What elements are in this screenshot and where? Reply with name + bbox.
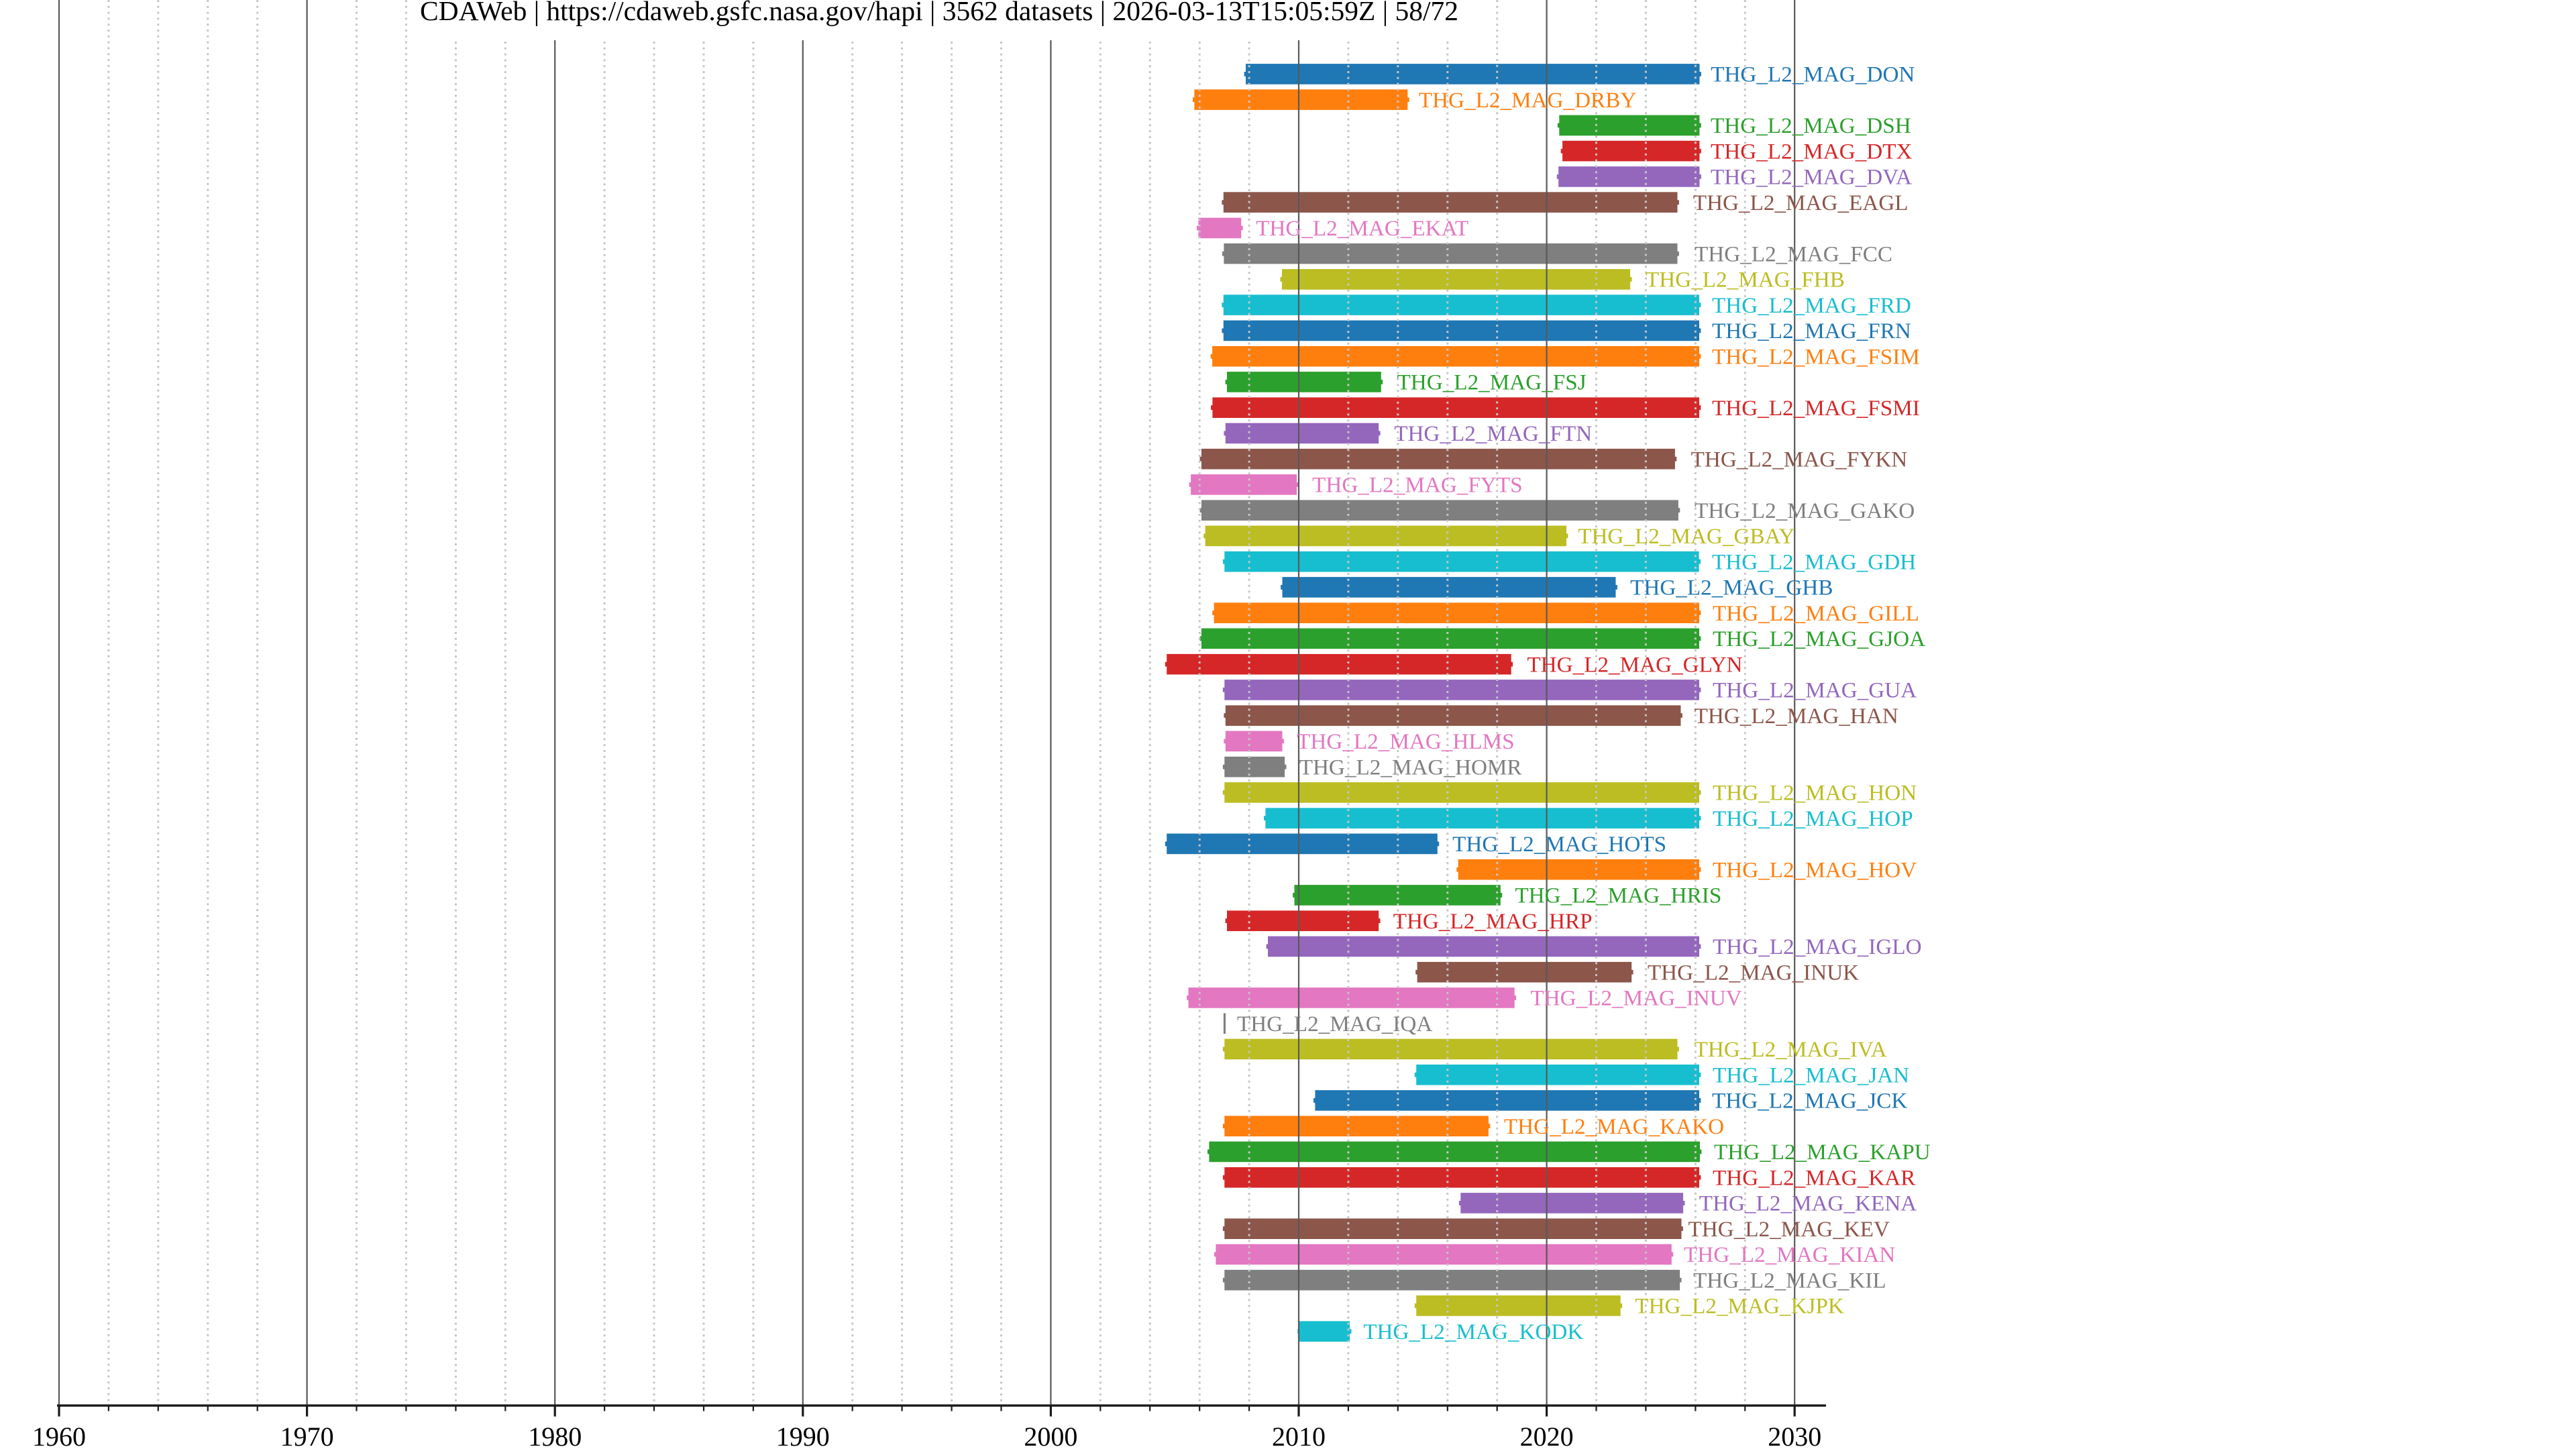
svg-text:THG_L2_MAG_KODK: THG_L2_MAG_KODK xyxy=(1363,1320,1583,1344)
svg-text:THG_L2_MAG_KEV: THG_L2_MAG_KEV xyxy=(1688,1217,1890,1242)
svg-text:THG_L2_MAG_HLMS: THG_L2_MAG_HLMS xyxy=(1297,729,1515,754)
svg-text:THG_L2_MAG_EKAT: THG_L2_MAG_EKAT xyxy=(1256,216,1468,241)
svg-text:THG_L2_MAG_EAGL: THG_L2_MAG_EAGL xyxy=(1693,191,1909,215)
svg-text:THG_L2_MAG_FTN: THG_L2_MAG_FTN xyxy=(1394,421,1592,446)
svg-text:THG_L2_MAG_GBAY: THG_L2_MAG_GBAY xyxy=(1578,524,1794,549)
svg-text:THG_L2_MAG_FRN: THG_L2_MAG_FRN xyxy=(1712,319,1911,343)
svg-text:THG_L2_MAG_FYTS: THG_L2_MAG_FYTS xyxy=(1312,473,1522,498)
svg-text:THG_L2_MAG_GILL: THG_L2_MAG_GILL xyxy=(1713,601,1919,626)
svg-text:1990: 1990 xyxy=(776,1421,830,1449)
svg-text:THG_L2_MAG_DSH: THG_L2_MAG_DSH xyxy=(1711,113,1911,138)
svg-text:THG_L2_MAG_FRD: THG_L2_MAG_FRD xyxy=(1712,293,1911,318)
svg-text:THG_L2_MAG_DRBY: THG_L2_MAG_DRBY xyxy=(1419,88,1637,113)
svg-text:THG_L2_MAG_GHB: THG_L2_MAG_GHB xyxy=(1630,576,1833,600)
svg-text:THG_L2_MAG_DON: THG_L2_MAG_DON xyxy=(1711,62,1915,87)
svg-text:THG_L2_MAG_HAN: THG_L2_MAG_HAN xyxy=(1695,704,1898,729)
svg-text:THG_L2_MAG_HOP: THG_L2_MAG_HOP xyxy=(1713,806,1913,831)
svg-text:THG_L2_MAG_GUA: THG_L2_MAG_GUA xyxy=(1713,678,1917,703)
svg-text:THG_L2_MAG_KAR: THG_L2_MAG_KAR xyxy=(1713,1166,1916,1191)
svg-text:THG_L2_MAG_FSJ: THG_L2_MAG_FSJ xyxy=(1397,370,1587,395)
svg-text:THG_L2_MAG_KENA: THG_L2_MAG_KENA xyxy=(1699,1191,1917,1216)
svg-text:THG_L2_MAG_KJPK: THG_L2_MAG_KJPK xyxy=(1635,1294,1844,1319)
svg-text:THG_L2_MAG_JAN: THG_L2_MAG_JAN xyxy=(1713,1063,1909,1088)
svg-text:THG_L2_MAG_JCK: THG_L2_MAG_JCK xyxy=(1712,1089,1907,1114)
svg-text:THG_L2_MAG_DTX: THG_L2_MAG_DTX xyxy=(1711,140,1913,164)
svg-text:2030: 2030 xyxy=(1768,1421,1821,1449)
svg-text:2020: 2020 xyxy=(1520,1421,1574,1449)
svg-text:THG_L2_MAG_HOMR: THG_L2_MAG_HOMR xyxy=(1299,755,1523,780)
svg-text:THG_L2_MAG_FHB: THG_L2_MAG_FHB xyxy=(1646,268,1845,292)
svg-text:2010: 2010 xyxy=(1272,1421,1326,1449)
svg-text:THG_L2_MAG_FSMI: THG_L2_MAG_FSMI xyxy=(1712,396,1920,421)
svg-text:THG_L2_MAG_INUK: THG_L2_MAG_INUK xyxy=(1648,961,1859,985)
svg-text:THG_L2_MAG_KIL: THG_L2_MAG_KIL xyxy=(1693,1269,1886,1293)
svg-text:THG_L2_MAG_GLYN: THG_L2_MAG_GLYN xyxy=(1527,652,1742,677)
svg-text:THG_L2_MAG_HRIS: THG_L2_MAG_HRIS xyxy=(1515,883,1721,908)
svg-text:THG_L2_MAG_GAKO: THG_L2_MAG_GAKO xyxy=(1695,498,1915,523)
svg-text:THG_L2_MAG_FCC: THG_L2_MAG_FCC xyxy=(1695,241,1892,266)
svg-text:THG_L2_MAG_FSIM: THG_L2_MAG_FSIM xyxy=(1712,344,1920,369)
svg-text:THG_L2_MAG_HOV: THG_L2_MAG_HOV xyxy=(1713,858,1917,883)
svg-text:THG_L2_MAG_HOTS: THG_L2_MAG_HOTS xyxy=(1452,832,1666,857)
svg-text:THG_L2_MAG_IGLO: THG_L2_MAG_IGLO xyxy=(1713,934,1922,959)
svg-text:THG_L2_MAG_INUV: THG_L2_MAG_INUV xyxy=(1530,986,1741,1011)
svg-text:THG_L2_MAG_DVA: THG_L2_MAG_DVA xyxy=(1711,165,1912,190)
svg-text:THG_L2_MAG_KIAN: THG_L2_MAG_KIAN xyxy=(1684,1242,1895,1267)
svg-text:THG_L2_MAG_GDH: THG_L2_MAG_GDH xyxy=(1712,549,1916,574)
svg-text:2000: 2000 xyxy=(1024,1421,1077,1449)
svg-text:THG_L2_MAG_FYKN: THG_L2_MAG_FYKN xyxy=(1691,447,1908,472)
svg-text:THG_L2_MAG_KAPU: THG_L2_MAG_KAPU xyxy=(1714,1140,1931,1165)
svg-text:THG_L2_MAG_IQA: THG_L2_MAG_IQA xyxy=(1237,1012,1432,1036)
svg-text:THG_L2_MAG_HON: THG_L2_MAG_HON xyxy=(1713,781,1917,806)
svg-text:THG_L2_MAG_KAKO: THG_L2_MAG_KAKO xyxy=(1504,1114,1724,1139)
svg-text:THG_L2_MAG_IVA: THG_L2_MAG_IVA xyxy=(1695,1037,1887,1062)
svg-text:1980: 1980 xyxy=(528,1421,582,1449)
svg-text:1960: 1960 xyxy=(32,1421,86,1449)
svg-text:1970: 1970 xyxy=(280,1421,334,1449)
svg-text:THG_L2_MAG_HRP: THG_L2_MAG_HRP xyxy=(1393,909,1593,934)
svg-text:CDAWeb | https://cdaweb.gsfc.n: CDAWeb | https://cdaweb.gsfc.nasa.gov/ha… xyxy=(420,0,1458,26)
svg-text:THG_L2_MAG_GJOA: THG_L2_MAG_GJOA xyxy=(1713,627,1925,651)
